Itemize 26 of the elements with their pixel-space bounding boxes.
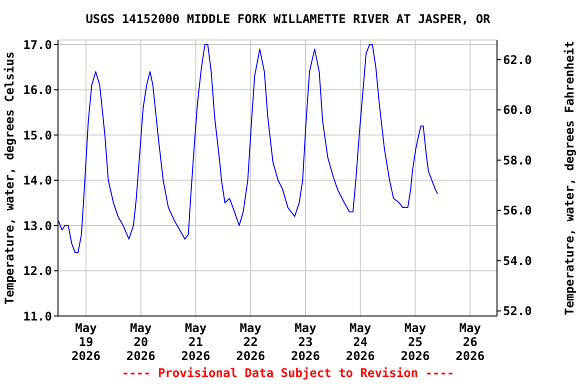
- x-tick-label: May 23 2026: [291, 321, 320, 363]
- y2-axis-title: Temperature, water, degrees Fahrenheit: [562, 40, 576, 316]
- x-tick-label: May 19 2026: [72, 321, 100, 363]
- text: ---- Provisional Data Subject to Revision ----: [120, 366, 456, 380]
- line-series: [58, 44, 438, 254]
- y2-tick-label: 56.0: [503, 204, 532, 218]
- x-tick-label: May 24 2026: [346, 321, 375, 363]
- chart-title: USGS 14152000 MIDDLE FORK WILLAMETTE RIVER AT JASPER, OR: [84, 12, 492, 26]
- y-tick-label: 11.0: [23, 309, 52, 324]
- y2-tick-label: 60.0: [503, 103, 532, 118]
- y2-tick-label: 62.0: [503, 52, 532, 67]
- y-axis-title: Temperature, water, degrees Celsius: [2, 52, 16, 304]
- y2-tick-label: 52.0: [503, 304, 532, 318]
- x-tick-label: May 26 2026: [456, 321, 485, 363]
- y-tick-label: 12.0: [23, 264, 52, 278]
- x-tick-label: May 21 2026: [181, 321, 210, 363]
- x-tick-label: May 22 2026: [236, 321, 266, 363]
- y-tick-label: 16.0: [23, 83, 52, 98]
- y2-tick-label: 54.0: [503, 254, 532, 268]
- x-tick-label: May 20 2026: [126, 321, 156, 363]
- y-tick-label: 14.0: [23, 174, 52, 188]
- y-tick-label: 17.0: [23, 38, 52, 52]
- y2-tick-label: 58.0: [503, 153, 532, 168]
- y-tick-label: 13.0: [23, 218, 52, 233]
- x-tick-label: May 25 2026: [400, 321, 430, 363]
- y-tick-label: 15.0: [23, 128, 52, 142]
